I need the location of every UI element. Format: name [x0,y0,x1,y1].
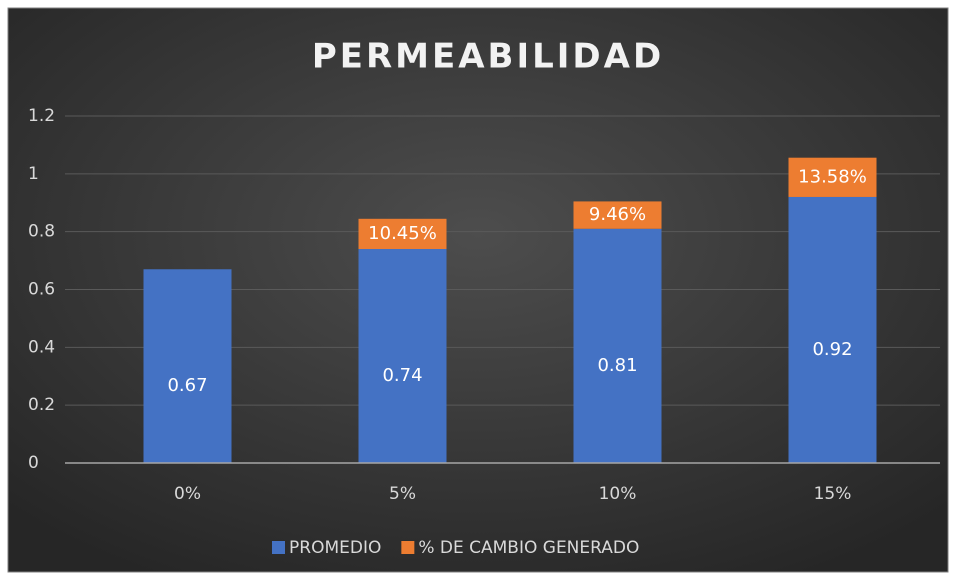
bar-segment [573,201,662,229]
legend-label: % DE CAMBIO GENERADO [418,538,639,558]
data-label: 0.74 [382,365,422,386]
chart-title: PERMEABILIDAD [312,37,664,77]
bar-segment [788,196,877,463]
y-tick-label: 0.2 [28,395,55,415]
data-label: 0.81 [597,355,637,376]
data-label: 9.46% [589,204,646,225]
bar-segment [573,228,662,463]
y-tick-label: 0 [28,453,39,473]
x-tick-label: 5% [389,484,416,504]
data-label: 13.58% [798,166,867,187]
y-tick-label: 0.6 [28,280,55,300]
x-tick-label: 15% [814,484,852,504]
y-tick-label: 0.4 [28,337,55,357]
bar-segment [788,157,877,197]
y-tick-label: 1 [28,164,39,184]
data-label: 0.67 [167,375,207,396]
legend-label: PROMEDIO [289,538,381,558]
bar-segment [358,218,447,250]
bar-segment [143,269,232,463]
x-tick-label: 0% [174,484,201,504]
legend-swatch [401,541,415,554]
y-tick-label: 0.8 [28,222,55,242]
x-tick-label: 10% [599,484,637,504]
y-tick-label: 1.2 [28,106,55,126]
legend-swatch [272,541,285,554]
data-label: 10.45% [368,223,437,244]
bar-segment [358,249,447,463]
data-label: 0.92 [812,339,852,360]
